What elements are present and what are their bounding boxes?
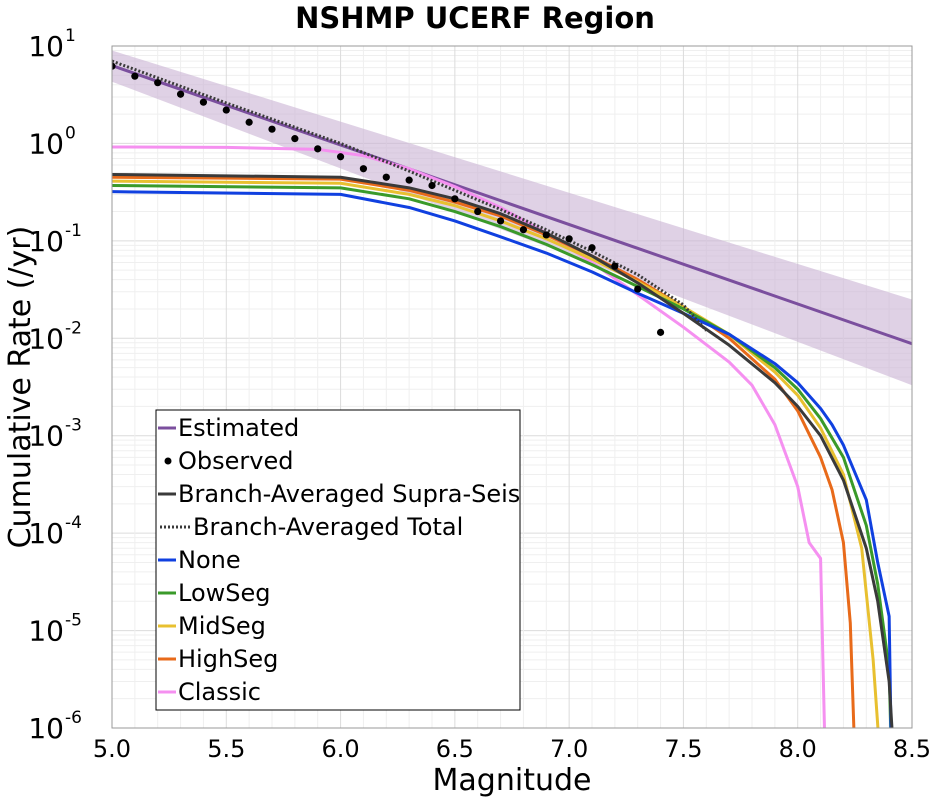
legend-label: MidSeg xyxy=(178,612,266,640)
series-line-none xyxy=(112,190,893,728)
observed-point xyxy=(154,79,162,87)
y-tick-exponent: -5 xyxy=(65,611,82,631)
y-tick-label: 10 0 xyxy=(28,123,75,160)
y-tick-exponent: -4 xyxy=(65,513,82,533)
legend-label: Branch-Averaged Supra-Seis xyxy=(178,480,520,508)
legend-box xyxy=(155,409,521,711)
y-tick-exponent: 1 xyxy=(65,26,76,46)
y-tick-exponent: -6 xyxy=(65,708,82,728)
y-tick-label: 10 -2 xyxy=(28,318,82,355)
legend-label: Classic xyxy=(178,678,261,706)
y-tick-base: 10 xyxy=(28,322,64,355)
x-tick-label: 6.0 xyxy=(321,735,359,763)
legend-entry: LowSeg xyxy=(158,579,271,607)
observed-point xyxy=(542,231,550,239)
legend-entry: Observed xyxy=(164,447,293,475)
y-tick-base: 10 xyxy=(28,615,64,648)
x-axis-ticks: 5.0 5.5 6.0 6.5 7.0 7.5 8.0 8.5 xyxy=(93,735,931,763)
chart-title: NSHMP UCERF Region xyxy=(295,1,655,35)
observed-point xyxy=(405,176,413,184)
observed-point xyxy=(112,62,116,70)
observed-point xyxy=(496,217,505,225)
legend-label: Branch-Averaged Total xyxy=(193,513,463,541)
y-tick-label: 10 -6 xyxy=(28,708,82,745)
observed-point xyxy=(656,328,665,336)
legend-entry: Classic xyxy=(158,678,261,706)
observed-point xyxy=(131,72,139,80)
y-tick-exponent: -2 xyxy=(65,318,82,338)
observed-point xyxy=(382,173,390,181)
legend-entry: Estimated xyxy=(158,414,299,442)
observed-point xyxy=(451,195,459,203)
legend-label: None xyxy=(178,546,241,574)
y-tick-label: 10 -4 xyxy=(28,513,82,550)
legend-label: HighSeg xyxy=(178,645,278,673)
series-line-estimated xyxy=(112,64,912,346)
x-tick-label: 7.5 xyxy=(664,735,702,763)
y-tick-exponent: -3 xyxy=(65,416,82,436)
x-tick-label: 7.0 xyxy=(550,735,588,763)
x-tick-label: 5.0 xyxy=(93,735,131,763)
observed-point xyxy=(474,207,482,216)
observed-point xyxy=(565,235,573,243)
y-tick-exponent: -1 xyxy=(65,221,82,241)
y-tick-exponent: 0 xyxy=(65,123,76,143)
observed-point xyxy=(588,244,596,252)
observed-point xyxy=(222,106,230,114)
legend-label: Estimated xyxy=(178,414,299,442)
y-axis-label: Cumulative Rate (/yr) xyxy=(3,226,38,549)
series-line-lowseg xyxy=(112,183,893,728)
legend: Estimated Observed Branch-Averaged Supra-S… xyxy=(155,409,521,711)
y-tick-base: 10 xyxy=(28,127,64,160)
y-tick-label: 10 1 xyxy=(28,26,75,63)
y-tick-label: 10 -3 xyxy=(28,416,82,453)
x-axis-label: Magnitude xyxy=(433,763,592,798)
series-line-classic xyxy=(112,145,826,728)
y-tick-base: 10 xyxy=(28,225,64,258)
x-tick-label: 6.5 xyxy=(436,735,474,763)
observed-point xyxy=(634,285,642,293)
observed-point xyxy=(336,153,345,161)
legend-label: Observed xyxy=(178,447,293,475)
legend-entry: None xyxy=(158,546,241,574)
legend-label: LowSeg xyxy=(178,579,271,607)
series-line-branch-averaged-total xyxy=(112,59,708,332)
y-tick-base: 10 xyxy=(28,30,64,63)
y-tick-base: 10 xyxy=(28,420,64,453)
observed-point xyxy=(314,145,322,153)
observed-point xyxy=(611,262,619,270)
y-tick-base: 10 xyxy=(28,517,64,550)
observed-point xyxy=(268,125,276,133)
series-lines xyxy=(112,59,912,728)
observed-points xyxy=(112,62,665,336)
plot-frame xyxy=(111,45,913,729)
legend-entry: MidSeg xyxy=(158,612,266,640)
legend-entry: Branch-Averaged Total xyxy=(160,513,463,541)
x-tick-label: 5.5 xyxy=(207,735,245,763)
observed-point xyxy=(519,226,528,234)
legend-swatch xyxy=(164,457,172,465)
legend-entry: Branch-Averaged Supra-Seis xyxy=(158,480,520,508)
y-tick-label: 10 -1 xyxy=(28,221,82,258)
x-tick-label: 8.5 xyxy=(893,735,931,763)
observed-point xyxy=(359,165,368,173)
x-tick-label: 8.0 xyxy=(779,735,817,763)
observed-point xyxy=(428,181,436,190)
y-tick-base: 10 xyxy=(28,712,64,745)
observed-point xyxy=(291,135,299,143)
observed-point xyxy=(199,98,208,106)
y-tick-label: 10 -5 xyxy=(28,611,82,648)
legend-entry: HighSeg xyxy=(158,645,278,673)
observed-point xyxy=(245,118,253,126)
observed-point xyxy=(176,90,185,98)
